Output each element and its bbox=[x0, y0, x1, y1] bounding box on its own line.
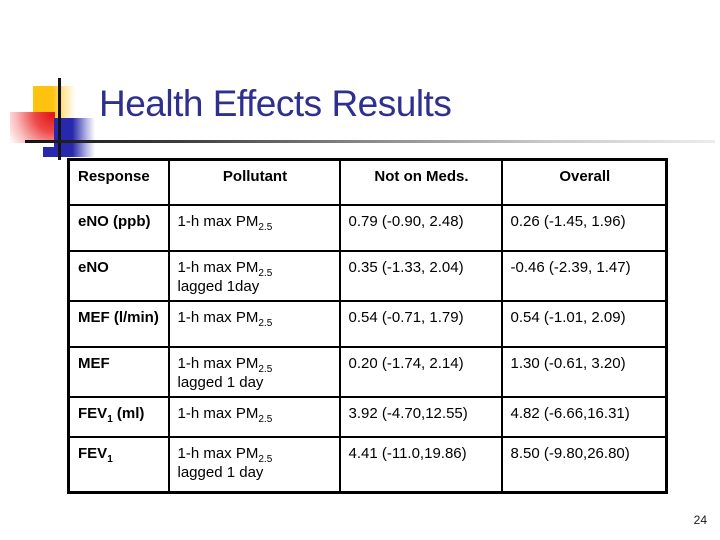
table-row: eNO 1-h max PM2.5 lagged 1day 0.35 (-1.33… bbox=[67, 249, 668, 302]
overall-cell: 8.50 (-9.80,26.80) bbox=[500, 435, 668, 494]
response-cell: MEF (l/min) bbox=[67, 299, 170, 348]
response-cell: FEV1 (ml) bbox=[67, 395, 170, 438]
response-cell: eNO bbox=[67, 249, 170, 302]
pollutant-cell: 1-h max PM2.5 lagged 1day bbox=[167, 249, 341, 302]
pollutant-cell: 1-h max PM2.5 bbox=[167, 395, 341, 438]
overall-cell: 1.30 (-0.61, 3.20) bbox=[500, 345, 668, 398]
column-header-overall: Overall bbox=[500, 158, 668, 206]
pollutant-cell: 1-h max PM2.5 lagged 1 day bbox=[167, 435, 341, 494]
not-on-meds-cell: 0.20 (-1.74, 2.14) bbox=[338, 345, 503, 398]
table-row: eNO (ppb) 1-h max PM2.5 0.79 (-0.90, 2.4… bbox=[67, 203, 668, 252]
overall-cell: -0.46 (-2.39, 1.47) bbox=[500, 249, 668, 302]
not-on-meds-cell: 0.35 (-1.33, 2.04) bbox=[338, 249, 503, 302]
response-cell: MEF bbox=[67, 345, 170, 398]
table-header-row: Response Pollutant Not on Meds. Overall bbox=[67, 158, 668, 206]
overall-cell: 4.82 (-6.66,16.31) bbox=[500, 395, 668, 438]
red-square-decoration bbox=[10, 112, 55, 143]
table-row: FEV1 1-h max PM2.5 lagged 1 day 4.41 (-11… bbox=[67, 435, 668, 494]
not-on-meds-cell: 0.79 (-0.90, 2.48) bbox=[338, 203, 503, 252]
page-title: Health Effects Results bbox=[99, 83, 452, 124]
table-row: MEF (l/min) 1-h max PM2.5 0.54 (-0.71, 1… bbox=[67, 299, 668, 348]
response-cell: eNO (ppb) bbox=[67, 203, 170, 252]
column-header-not-on-meds: Not on Meds. bbox=[338, 158, 503, 206]
pollutant-cell: 1-h max PM2.5 bbox=[167, 299, 341, 348]
response-cell: FEV1 bbox=[67, 435, 170, 494]
column-header-pollutant: Pollutant bbox=[167, 158, 341, 206]
pollutant-cell: 1-h max PM2.5 bbox=[167, 203, 341, 252]
not-on-meds-cell: 4.41 (-11.0,19.86) bbox=[338, 435, 503, 494]
title-underline-rule bbox=[25, 140, 715, 143]
pollutant-cell: 1-h max PM2.5 lagged 1 day bbox=[167, 345, 341, 398]
table-row: FEV1 (ml) 1-h max PM2.5 3.92 (-4.70,12.5… bbox=[67, 395, 668, 438]
not-on-meds-cell: 3.92 (-4.70,12.55) bbox=[338, 395, 503, 438]
table-row: MEF 1-h max PM2.5 lagged 1 day 0.20 (-1.7… bbox=[67, 345, 668, 398]
overall-cell: 0.54 (-1.01, 2.09) bbox=[500, 299, 668, 348]
vertical-line-decoration bbox=[58, 78, 61, 160]
overall-cell: 0.26 (-1.45, 1.96) bbox=[500, 203, 668, 252]
results-table: Response Pollutant Not on Meds. Overall … bbox=[67, 158, 668, 494]
slide-page-number: 24 bbox=[693, 513, 707, 527]
column-header-response: Response bbox=[67, 158, 170, 206]
not-on-meds-cell: 0.54 (-0.71, 1.79) bbox=[338, 299, 503, 348]
blue-square-decoration bbox=[43, 147, 61, 157]
